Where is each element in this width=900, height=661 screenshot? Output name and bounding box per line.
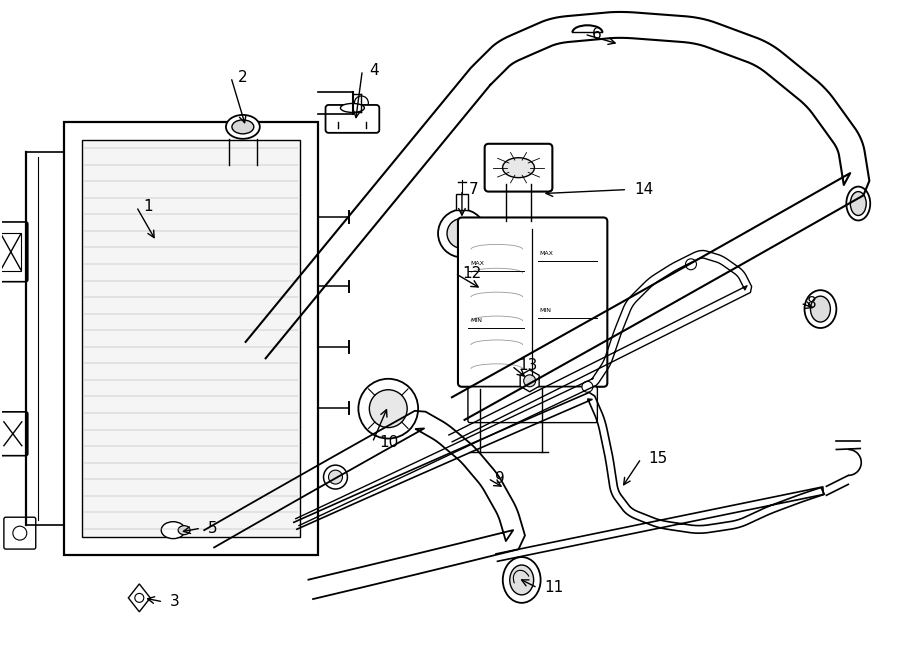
Text: 5: 5 [208,521,218,535]
FancyBboxPatch shape [4,517,36,549]
Circle shape [524,375,536,387]
Bar [456,194,468,210]
Text: 4: 4 [369,63,379,77]
Text: 13: 13 [518,358,538,373]
Polygon shape [129,584,150,612]
Ellipse shape [502,158,535,178]
Circle shape [13,526,27,540]
FancyBboxPatch shape [485,144,553,192]
Text: 8: 8 [807,295,817,311]
Text: 12: 12 [462,266,482,281]
Text: 9: 9 [495,471,505,486]
Text: MAX: MAX [540,251,554,256]
Circle shape [323,465,347,489]
Text: 15: 15 [648,451,668,466]
Ellipse shape [161,522,185,539]
FancyBboxPatch shape [458,217,608,387]
Bar [64,122,318,555]
Text: 2: 2 [238,69,248,85]
Circle shape [438,210,486,257]
Text: 11: 11 [544,580,564,596]
Circle shape [358,379,419,438]
Circle shape [447,219,477,249]
Ellipse shape [338,114,366,122]
Text: 3: 3 [170,594,180,609]
Text: 6: 6 [591,26,601,42]
Circle shape [582,381,593,392]
Text: MIN: MIN [540,308,552,313]
Ellipse shape [232,120,254,134]
FancyBboxPatch shape [326,105,379,133]
Text: 14: 14 [634,182,653,197]
FancyBboxPatch shape [0,412,28,455]
Text: MIN: MIN [470,318,482,323]
Bar [82,140,300,537]
Ellipse shape [811,296,831,322]
Ellipse shape [805,290,836,328]
Ellipse shape [340,104,364,112]
Text: MAX: MAX [470,261,484,266]
FancyBboxPatch shape [468,387,598,422]
Circle shape [355,96,368,110]
Ellipse shape [509,565,534,595]
Text: 10: 10 [379,435,399,450]
FancyBboxPatch shape [0,222,28,282]
Text: 7: 7 [469,182,479,197]
Circle shape [135,594,144,602]
Bar [0,233,21,271]
Ellipse shape [226,115,260,139]
Ellipse shape [178,525,190,535]
Circle shape [328,470,343,484]
Text: 1: 1 [143,199,153,214]
Circle shape [369,390,407,428]
Ellipse shape [850,192,866,215]
Ellipse shape [503,557,541,603]
Ellipse shape [846,186,870,221]
Circle shape [686,259,697,270]
